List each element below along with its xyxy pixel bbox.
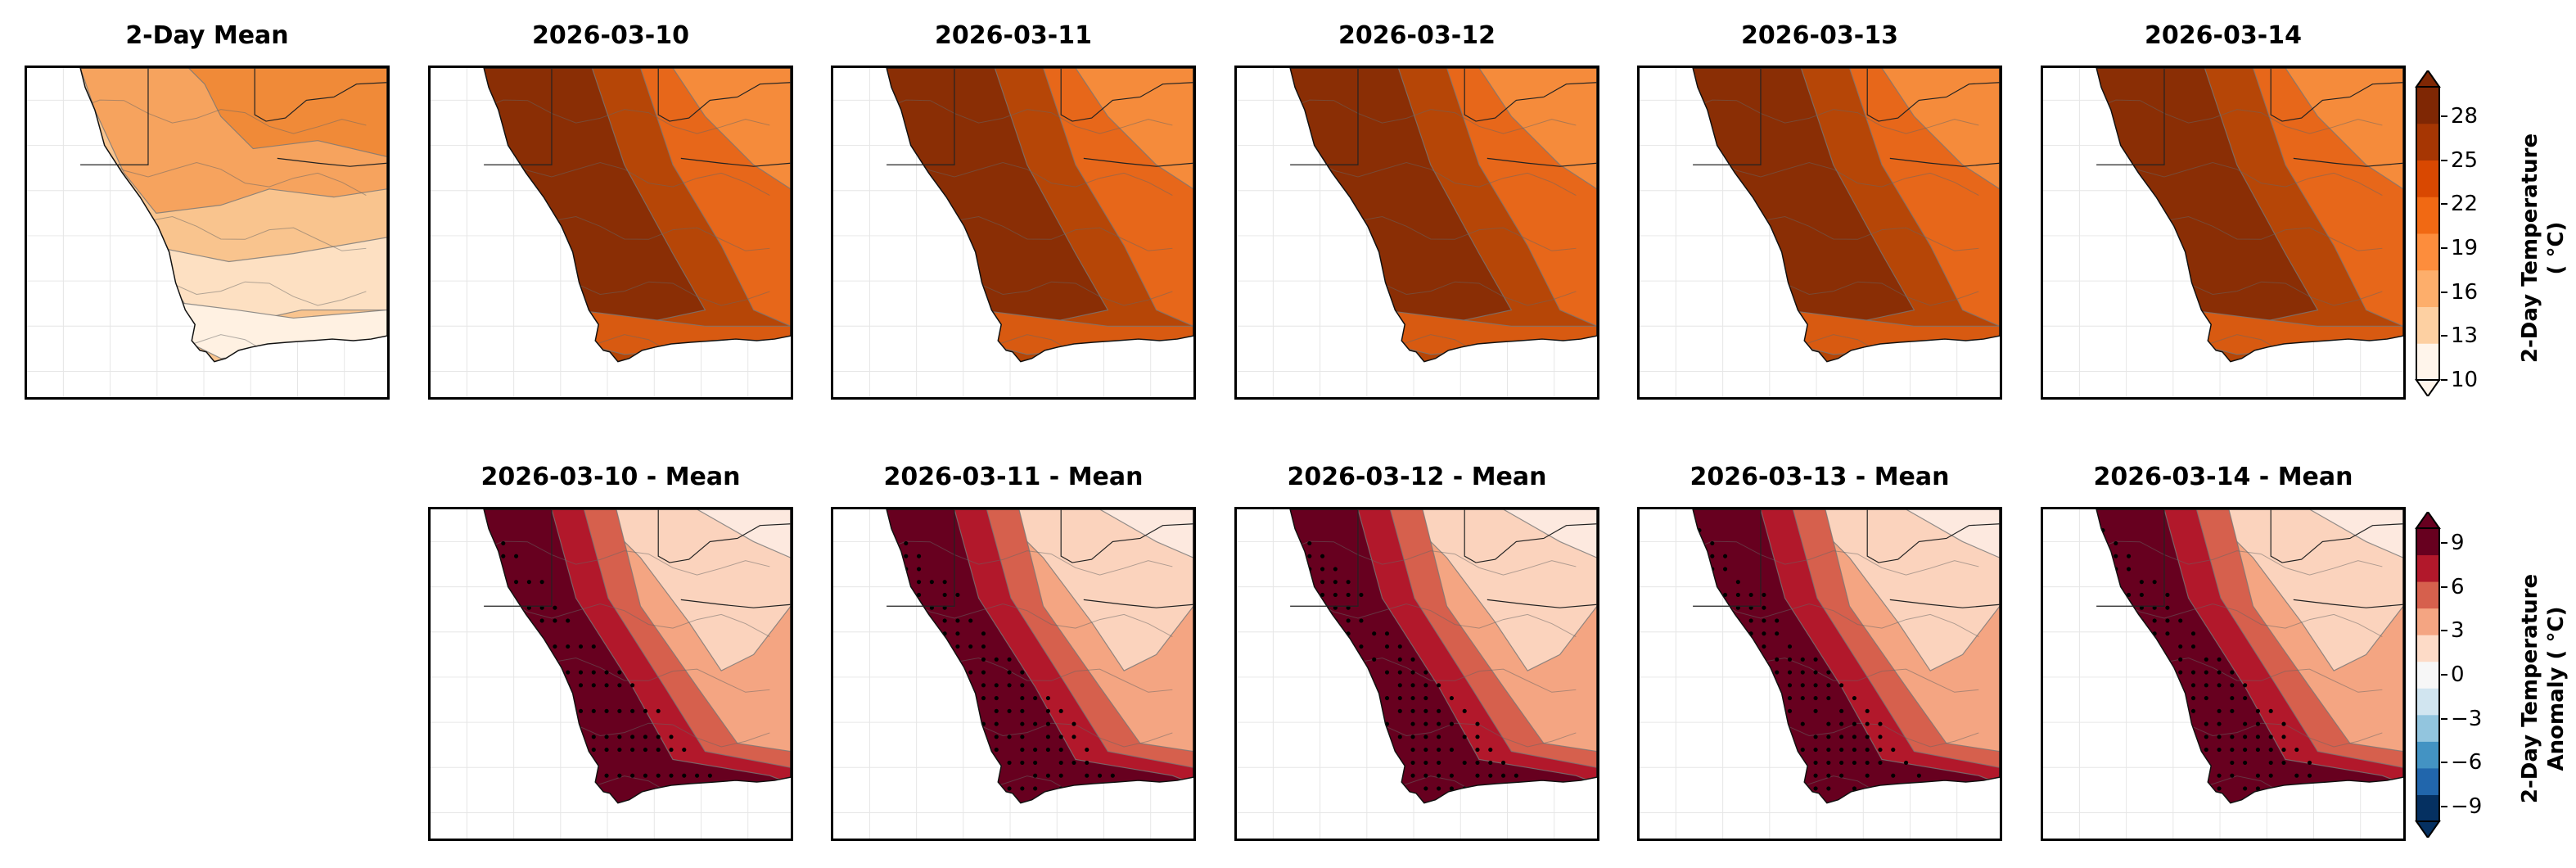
anomaly-colorbar xyxy=(2415,512,2441,838)
anomaly-colorbar-tick-mark xyxy=(2441,674,2447,676)
panel-title-anom-2026-03-14: 2026-03-14 - Mean xyxy=(2093,463,2353,491)
temperature-colorbar-segment xyxy=(2416,123,2439,160)
anomaly-colorbar-label-line1: 2-Day Temperature xyxy=(2518,573,2542,804)
panel-title-2026-03-13: 2026-03-13 xyxy=(1741,21,1898,50)
temperature-colorbar-segment xyxy=(2416,306,2439,344)
temperature-colorbar-tick-mark xyxy=(2441,291,2447,293)
temperature-colorbar-tick-label: 25 xyxy=(2451,147,2479,173)
anomaly-colorbar-tick-label: −6 xyxy=(2451,750,2483,775)
temperature-colorbar-segment xyxy=(2416,233,2439,271)
anomaly-colorbar-tick-label: 0 xyxy=(2451,662,2465,687)
panel-title-anom-2026-03-13: 2026-03-13 - Mean xyxy=(1690,463,1950,491)
map-2day-mean xyxy=(25,66,390,400)
temperature-colorbar-segment xyxy=(2416,87,2439,124)
anomaly-colorbar-segment xyxy=(2416,767,2439,795)
anomaly-colorbar-label-line2: Anomaly ( °C) xyxy=(2544,606,2569,771)
map-anom-2026-03-10 xyxy=(428,507,793,841)
temperature-colorbar-label: 2-Day Temperature ( °C) xyxy=(2517,84,2571,412)
temperature-colorbar-tick-mark xyxy=(2441,246,2447,249)
map-anom-2026-03-12 xyxy=(1234,507,1599,841)
temperature-colorbar-extend-top xyxy=(2415,70,2441,88)
temperature-colorbar-tick-label: 13 xyxy=(2451,323,2479,349)
anomaly-colorbar-tick-label: −9 xyxy=(2451,794,2483,820)
anomaly-colorbar-label: 2-Day Temperature Anomaly ( °C) xyxy=(2517,525,2571,852)
temperature-colorbar-tick-mark xyxy=(2441,159,2447,161)
temperature-colorbar-tick-mark xyxy=(2441,115,2447,117)
temperature-colorbar-tick-mark xyxy=(2441,335,2447,337)
panel-title-2day-mean: 2-Day Mean xyxy=(125,21,289,50)
panel-title-2026-03-10: 2026-03-10 xyxy=(532,21,689,50)
map-2026-03-13 xyxy=(1637,66,2002,400)
anomaly-colorbar-segment xyxy=(2416,794,2439,822)
anomaly-colorbar-segment xyxy=(2416,608,2439,635)
anomaly-colorbar-tick-label: 9 xyxy=(2451,530,2465,555)
temperature-colorbar-segment xyxy=(2416,197,2439,234)
anomaly-colorbar-segment xyxy=(2416,581,2439,609)
temperature-colorbar-segment xyxy=(2416,160,2439,197)
temperature-colorbar-segment xyxy=(2416,269,2439,307)
temperature-colorbar-tick-label: 19 xyxy=(2451,235,2479,260)
temperature-colorbar-segment xyxy=(2416,343,2439,381)
temperature-colorbar-tick-mark xyxy=(2441,379,2447,381)
anomaly-colorbar-tick-mark xyxy=(2441,585,2447,588)
temperature-colorbar-label-line1: 2-Day Temperature xyxy=(2518,133,2542,364)
anomaly-colorbar-segment xyxy=(2416,635,2439,662)
anomaly-colorbar-tick-mark xyxy=(2441,630,2447,632)
panel-title-2026-03-14: 2026-03-14 xyxy=(2145,21,2302,50)
temperature-colorbar-label-line2: ( °C) xyxy=(2544,221,2569,275)
anomaly-colorbar-tick-mark xyxy=(2441,717,2447,720)
panel-title-anom-2026-03-11: 2026-03-11 - Mean xyxy=(883,463,1144,491)
anomaly-colorbar-tick-mark xyxy=(2441,762,2447,764)
panel-title-anom-2026-03-12: 2026-03-12 - Mean xyxy=(1287,463,1547,491)
panel-title-anom-2026-03-10: 2026-03-10 - Mean xyxy=(480,463,741,491)
temperature-colorbar-tick-mark xyxy=(2441,203,2447,206)
map-2026-03-10 xyxy=(428,66,793,400)
anomaly-colorbar-segment xyxy=(2416,661,2439,689)
temperature-colorbar xyxy=(2415,70,2441,396)
anomaly-colorbar-segment xyxy=(2416,714,2439,742)
anomaly-colorbar-tick-label: 3 xyxy=(2451,618,2465,644)
temperature-colorbar-tick-label: 22 xyxy=(2451,192,2479,217)
map-2026-03-14 xyxy=(2041,66,2406,400)
anomaly-colorbar-tick-label: −3 xyxy=(2451,706,2483,731)
map-2026-03-12 xyxy=(1234,66,1599,400)
anomaly-colorbar-segment xyxy=(2416,554,2439,582)
anomaly-colorbar-extend-bottom xyxy=(2415,821,2441,838)
temperature-colorbar-tick-label: 28 xyxy=(2451,103,2479,129)
map-anom-2026-03-11 xyxy=(831,507,1196,841)
anomaly-colorbar-tick-label: 6 xyxy=(2451,574,2465,599)
temperature-colorbar-tick-label: 16 xyxy=(2451,279,2479,305)
panel-title-2026-03-12: 2026-03-12 xyxy=(1338,21,1496,50)
temperature-colorbar-extend-bottom xyxy=(2415,379,2441,396)
map-anom-2026-03-14 xyxy=(2041,507,2406,841)
anomaly-colorbar-segment xyxy=(2416,688,2439,716)
anomaly-colorbar-segment xyxy=(2416,741,2439,769)
anomaly-colorbar-segment xyxy=(2416,528,2439,556)
temperature-colorbar-tick-label: 10 xyxy=(2451,368,2479,392)
anomaly-colorbar-tick-mark xyxy=(2441,541,2447,544)
panel-title-2026-03-11: 2026-03-11 xyxy=(935,21,1092,50)
anomaly-colorbar-extend-top xyxy=(2415,512,2441,529)
map-2026-03-11 xyxy=(831,66,1196,400)
map-anom-2026-03-13 xyxy=(1637,507,2002,841)
anomaly-colorbar-tick-mark xyxy=(2441,806,2447,808)
